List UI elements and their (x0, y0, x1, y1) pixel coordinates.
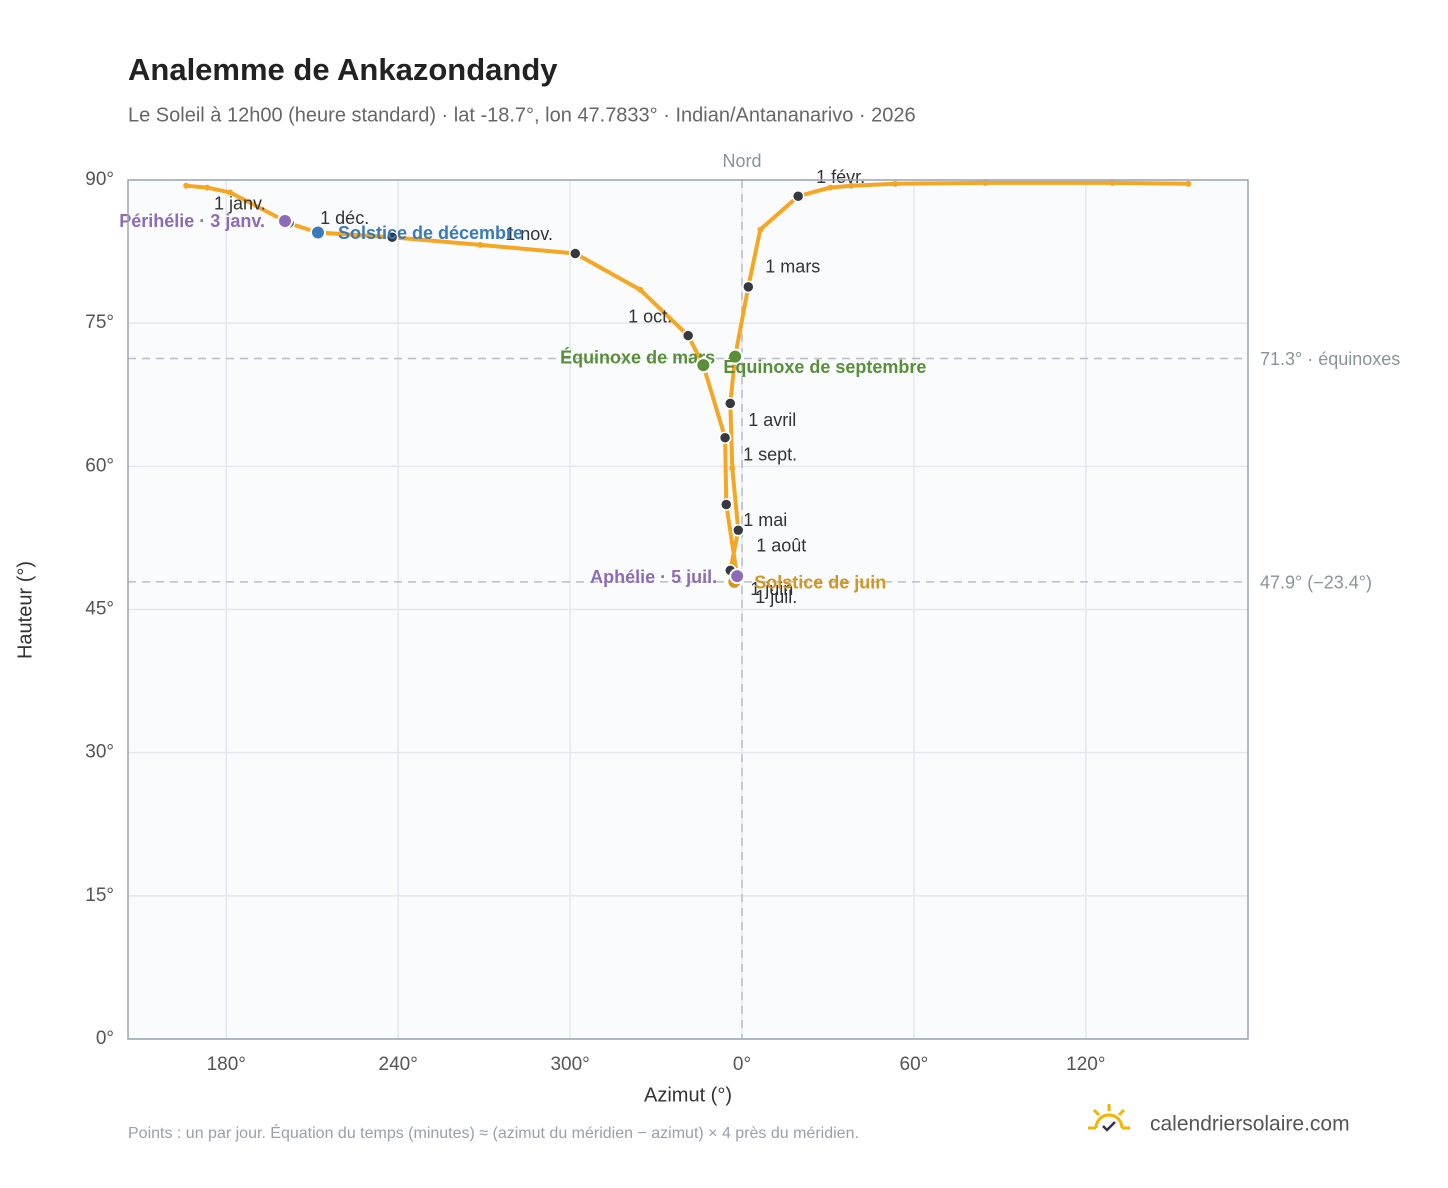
plot-frame (127, 179, 1249, 1040)
event-label: Équinoxe de septembre (723, 356, 926, 377)
x-axis-label: Azimut (°) (644, 1084, 732, 1106)
reference-label: 71.3° · équinoxes (1260, 349, 1400, 369)
y-tick-label: 0° (96, 1028, 114, 1049)
chart-title: Analemme de Ankazondandy (128, 52, 558, 87)
month-label: 1 sept. (743, 444, 797, 464)
month-marker (724, 397, 737, 410)
reference-label: 47.9° (−23.4°) (1260, 573, 1372, 593)
month-marker (720, 498, 733, 511)
y-tick-label: 45° (85, 599, 114, 620)
brand: calendriersolaire.com (1150, 1113, 1350, 1136)
day-point (729, 465, 736, 472)
month-label: 1 oct. (628, 306, 672, 326)
event-label: Aphélie · 5 juil. (590, 567, 717, 587)
event-marker (695, 357, 712, 374)
day-point (1109, 179, 1116, 186)
x-tick-label: 60° (900, 1054, 929, 1075)
day-point (827, 184, 834, 191)
event-label: Solstice de juin (754, 573, 886, 593)
day-point (637, 286, 644, 293)
event-label: Équinoxe de mars (560, 346, 715, 367)
x-tick-label: 120° (1066, 1054, 1105, 1075)
month-label: 1 mai (743, 510, 787, 530)
month-marker (718, 431, 732, 444)
day-point (204, 184, 211, 191)
y-tick-label: 90° (85, 169, 114, 190)
event-marker (309, 224, 326, 241)
month-label: 1 juin (750, 579, 793, 599)
y-tick-label: 15° (85, 885, 114, 906)
north-label: Nord (723, 151, 762, 171)
x-tick-label: 300° (550, 1054, 589, 1075)
x-tick-label: 240° (379, 1054, 418, 1075)
month-marker (742, 280, 755, 294)
month-label: 1 avril (748, 410, 796, 430)
day-point (982, 179, 989, 186)
event-label: Périhélie · 3 janv. (119, 211, 265, 231)
day-point (227, 189, 234, 196)
event-marker (729, 568, 746, 585)
x-tick-label: 0° (733, 1054, 751, 1075)
y-tick-label: 30° (85, 742, 114, 763)
chart-subtitle: Le Soleil à 12h00 (heure standard) · lat… (128, 104, 916, 126)
day-point (757, 226, 764, 233)
event-marker (727, 348, 744, 365)
month-label: 1 janv. (214, 194, 266, 214)
day-point (892, 180, 899, 187)
month-label: 1 nov. (505, 224, 553, 244)
day-point (183, 182, 190, 189)
event-label: Solstice de décembre (338, 223, 523, 243)
logo-icon (1088, 1104, 1130, 1132)
month-label: 1 août (756, 535, 806, 555)
x-tick-label: 180° (207, 1054, 246, 1075)
y-tick-label: 60° (85, 455, 114, 476)
month-label: 1 mars (765, 257, 820, 277)
footnote: Points : un par jour. Équation du temps … (128, 1123, 859, 1142)
y-axis-label: Hauteur (°) (14, 561, 36, 659)
day-point (1185, 180, 1192, 187)
y-tick-label: 75° (85, 312, 114, 333)
month-label: 1 févr. (816, 167, 865, 187)
event-marker (277, 213, 294, 230)
month-marker (385, 231, 399, 244)
month-marker (732, 524, 745, 537)
month-marker (569, 247, 582, 260)
month-marker (681, 329, 695, 342)
day-point (477, 241, 484, 248)
month-label: 1 juil. (755, 587, 797, 607)
month-label: 1 déc. (320, 208, 369, 228)
day-point (848, 182, 855, 189)
month-marker (791, 189, 805, 203)
